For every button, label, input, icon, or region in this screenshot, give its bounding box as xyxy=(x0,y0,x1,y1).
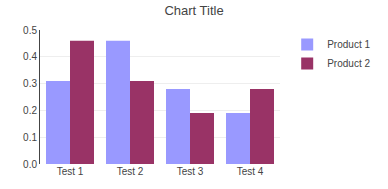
svg-text:0.5: 0.5 xyxy=(23,25,37,36)
svg-text:0.1: 0.1 xyxy=(23,132,37,143)
svg-text:Test 4: Test 4 xyxy=(237,166,264,177)
svg-text:0.4: 0.4 xyxy=(23,51,37,62)
svg-text:Product 1: Product 1 xyxy=(327,39,370,50)
svg-text:Product 2: Product 2 xyxy=(327,58,370,69)
svg-text:0.0: 0.0 xyxy=(23,159,37,170)
svg-text:0.3: 0.3 xyxy=(23,78,37,89)
svg-text:Test 1: Test 1 xyxy=(57,166,84,177)
svg-text:Test 3: Test 3 xyxy=(177,166,204,177)
svg-text:Chart Title: Chart Title xyxy=(164,3,223,18)
svg-text:Test 2: Test 2 xyxy=(117,166,144,177)
svg-text:0.2: 0.2 xyxy=(23,105,37,116)
